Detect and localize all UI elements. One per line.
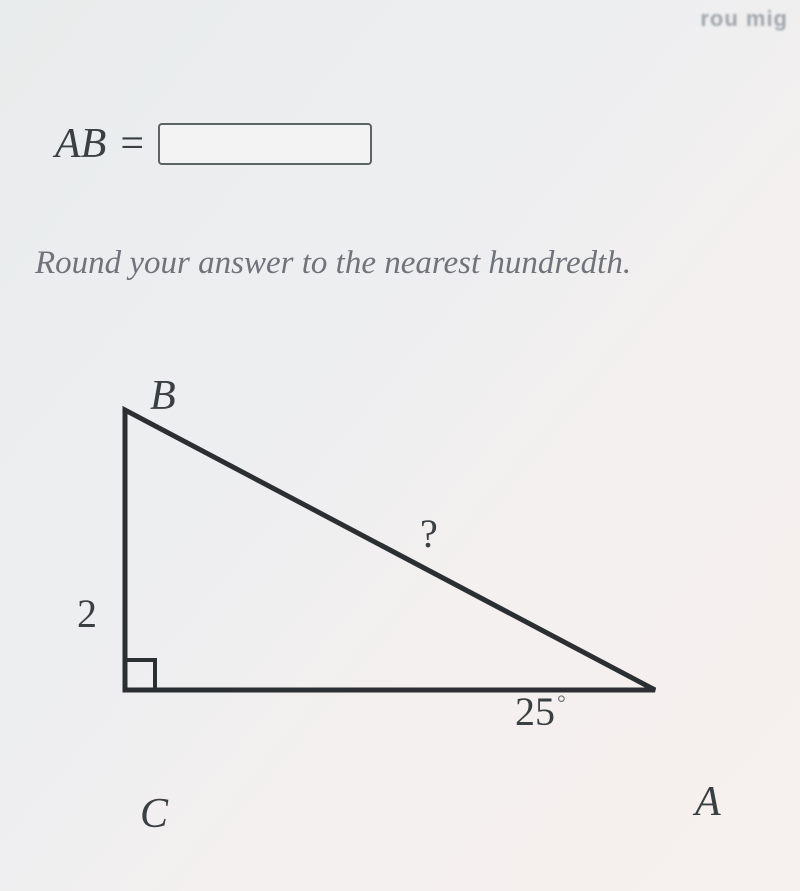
unknown-label: ? bbox=[420, 510, 438, 557]
degree-icon: ° bbox=[557, 690, 566, 716]
angle-a-label: 25 ° bbox=[515, 688, 566, 735]
equation-row: AB = bbox=[55, 120, 372, 168]
triangle-figure: B C A 2 ? 25 ° bbox=[55, 390, 685, 740]
side-bc-label: 2 bbox=[77, 590, 97, 637]
triangle-svg bbox=[55, 390, 685, 740]
instruction-text: Round your answer to the nearest hundred… bbox=[35, 245, 631, 282]
cutoff-text: rou mig bbox=[700, 6, 788, 32]
worksheet-page: rou mig AB = Round your answer to the ne… bbox=[0, 0, 800, 891]
equals-sign: = bbox=[120, 120, 144, 168]
vertex-b-label: B bbox=[150, 372, 176, 420]
answer-input[interactable] bbox=[158, 123, 372, 165]
variable-ab: AB bbox=[55, 120, 106, 168]
vertex-c-label: C bbox=[140, 790, 168, 838]
angle-a-value: 25 bbox=[515, 688, 555, 735]
vertex-a-label: A bbox=[695, 778, 721, 826]
